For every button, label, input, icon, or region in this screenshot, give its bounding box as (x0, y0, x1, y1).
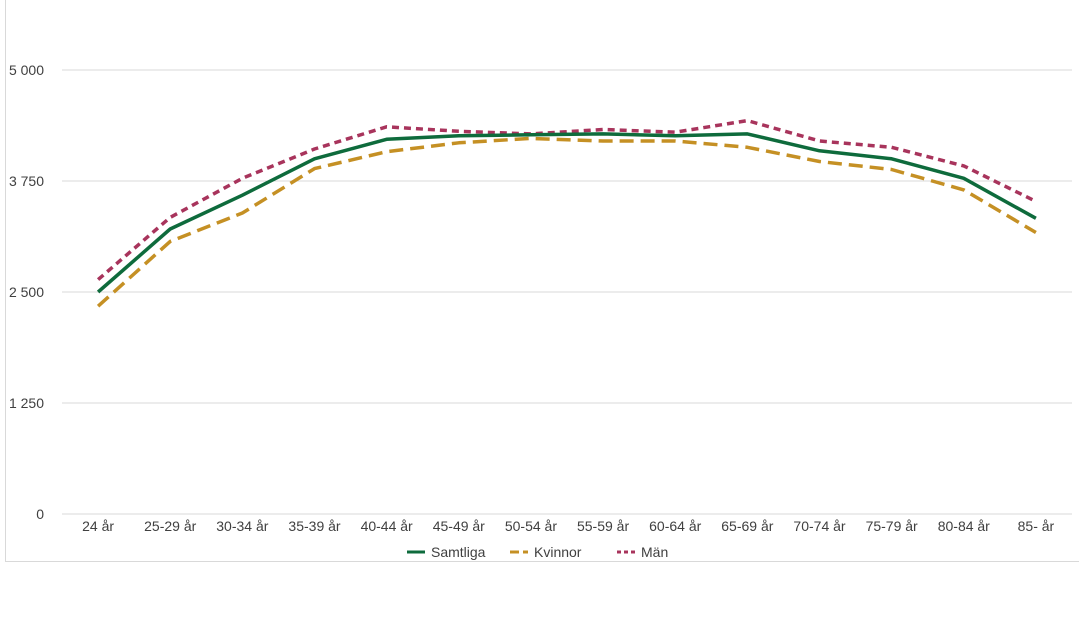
series-line-samtliga (96, 132, 1037, 294)
gridlines (62, 69, 1072, 515)
y-tick-label: 2 500 (9, 284, 44, 300)
x-tick-label: 25-29 år (144, 518, 196, 534)
y-tick-label: 3 750 (9, 173, 44, 189)
x-tick-label: 65-69 år (721, 518, 773, 534)
x-tick-label: 80-84 år (938, 518, 990, 534)
series-line-män (96, 118, 1037, 281)
legend-label: Samtliga (431, 544, 486, 560)
y-axis-ticks: 0 1 250 2 500 3 750 5 000 (9, 62, 44, 522)
x-tick-label: 70-74 år (793, 518, 845, 534)
x-tick-label: 60-64 år (649, 518, 701, 534)
legend-label: Kvinnor (534, 544, 582, 560)
x-tick-label: 40-44 år (361, 518, 413, 534)
y-tick-label: 5 000 (9, 62, 44, 78)
x-tick-label: 35-39 år (288, 518, 340, 534)
series-line-kvinnor (96, 136, 1037, 308)
x-tick-label: 55-59 år (577, 518, 629, 534)
x-tick-label: 45-49 år (433, 518, 485, 534)
y-tick-label: 0 (36, 506, 44, 522)
x-tick-label: 75-79 år (866, 518, 918, 534)
x-tick-label: 85- år (1018, 518, 1055, 534)
x-tick-label: 30-34 år (216, 518, 268, 534)
legend: Samtliga Kvinnor Män (407, 544, 668, 560)
x-axis-ticks: 24 år 25-29 år 30-34 år 35-39 år 40-44 år 45-… (82, 518, 1054, 534)
legend-label: Män (641, 544, 668, 560)
chart-frame (5, 0, 1079, 562)
x-tick-label: 24 år (82, 518, 114, 534)
x-tick-label: 50-54 år (505, 518, 557, 534)
y-tick-label: 1 250 (9, 395, 44, 411)
series-lines (96, 118, 1037, 308)
